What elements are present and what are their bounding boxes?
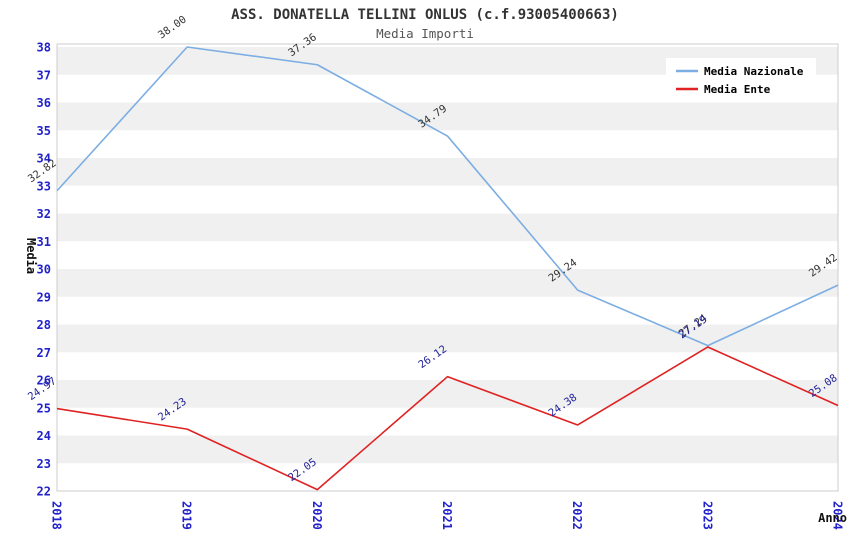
y-tick-label: 37 bbox=[37, 68, 51, 82]
chart-subtitle: Media Importi bbox=[376, 26, 474, 41]
grid-band bbox=[57, 269, 838, 297]
y-axis-title: Media bbox=[24, 238, 38, 274]
x-tick-label: 2021 bbox=[440, 501, 454, 530]
legend-label: Media Nazionale bbox=[704, 65, 804, 78]
y-tick-label: 38 bbox=[37, 41, 51, 55]
grid-band bbox=[57, 158, 838, 186]
x-tick-label: 2019 bbox=[180, 501, 194, 530]
chart-title: ASS. DONATELLA TELLINI ONLUS (c.f.930054… bbox=[231, 7, 619, 23]
y-tick-label: 34 bbox=[37, 152, 51, 166]
legend-label: Media Ente bbox=[704, 83, 771, 96]
nazionale-line bbox=[56, 46, 839, 347]
x-tick-label: 2022 bbox=[570, 501, 584, 530]
series-lines bbox=[56, 46, 839, 491]
x-axis-labels: 2018 2019 2020 2021 2022 2023 2024 bbox=[50, 501, 845, 530]
x-tick-label: 2018 bbox=[50, 501, 64, 530]
y-tick-label: 36 bbox=[37, 96, 51, 110]
y-tick-label: 32 bbox=[37, 207, 51, 221]
y-tick-label: 33 bbox=[37, 179, 51, 193]
y-tick-label: 22 bbox=[37, 485, 51, 499]
legend-box bbox=[666, 58, 816, 102]
y-tick-label: 29 bbox=[37, 290, 51, 304]
grid-bands bbox=[57, 47, 838, 464]
y-axis-labels: 22 23 24 25 26 27 28 29 30 31 32 33 34 35 36 37 38 bbox=[37, 41, 51, 499]
legend: Media Nazionale Media Ente bbox=[666, 58, 816, 102]
ente-line bbox=[56, 346, 839, 491]
grid-band bbox=[57, 324, 838, 353]
x-tick-label: 2020 bbox=[310, 501, 324, 530]
y-tick-label: 26 bbox=[37, 374, 51, 388]
grid-band bbox=[57, 435, 838, 464]
grid-band bbox=[57, 380, 838, 408]
y-tick-label: 23 bbox=[37, 457, 51, 471]
y-tick-label: 30 bbox=[37, 263, 51, 277]
data-label: 38.00 bbox=[156, 13, 189, 41]
y-tick-label: 35 bbox=[37, 124, 51, 138]
y-tick-label: 25 bbox=[37, 401, 51, 415]
x-tick-label: 2023 bbox=[700, 501, 714, 530]
y-tick-label: 24 bbox=[37, 429, 51, 443]
x-axis-title: Anno bbox=[818, 511, 847, 525]
y-tick-label: 28 bbox=[37, 318, 51, 332]
x-tick-label: 2024 bbox=[831, 501, 845, 530]
y-tick-label: 27 bbox=[37, 346, 51, 360]
plot-border bbox=[56, 43, 839, 492]
grid-band bbox=[57, 213, 838, 242]
grid-band bbox=[57, 102, 838, 131]
y-tick-label: 31 bbox=[37, 235, 51, 249]
